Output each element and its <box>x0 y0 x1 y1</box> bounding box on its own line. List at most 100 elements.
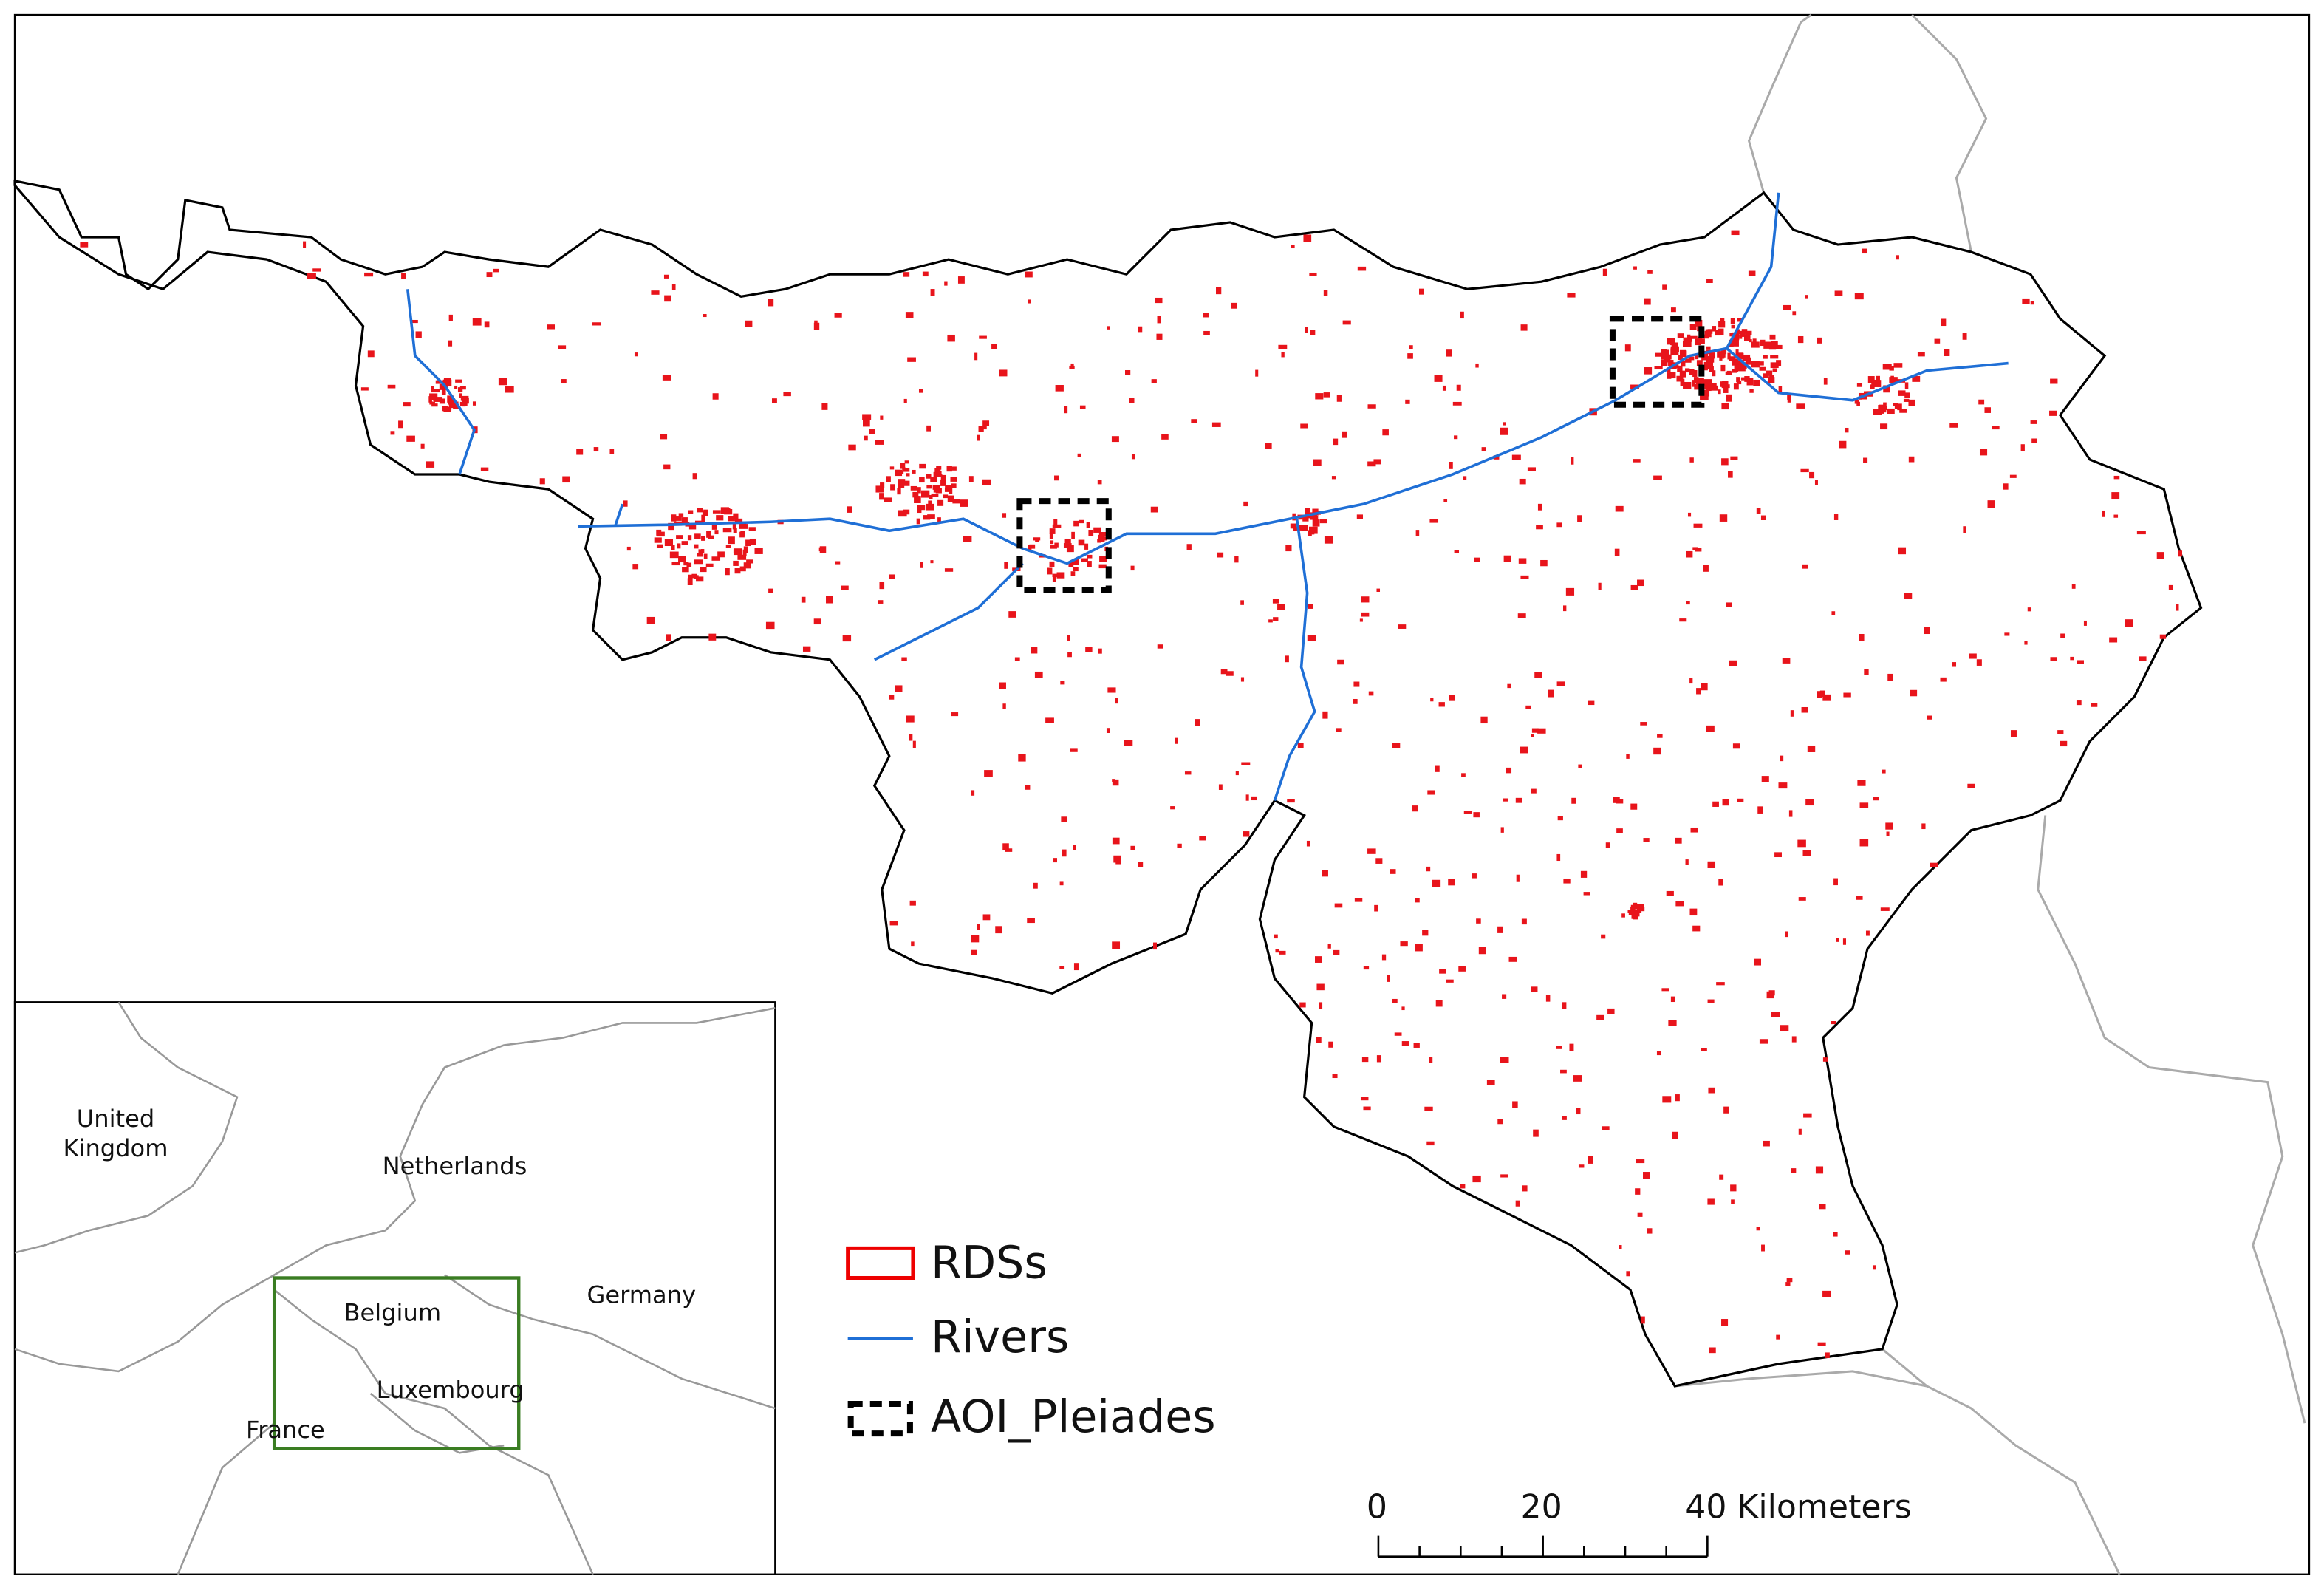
rds-site <box>1730 456 1738 460</box>
rds-site <box>1761 776 1769 782</box>
rds-site <box>907 357 916 362</box>
rds-site <box>977 434 980 441</box>
rds-site <box>1782 658 1791 664</box>
rds-site <box>1613 797 1620 803</box>
rds-site <box>1654 366 1663 370</box>
rds-site <box>702 511 706 516</box>
rds-site <box>1170 806 1175 810</box>
rds-site <box>2050 657 2057 661</box>
rds-site <box>681 541 688 545</box>
rds-site <box>932 485 940 490</box>
rds-site <box>1817 337 1822 344</box>
rds-site <box>1749 389 1754 393</box>
rds-site <box>1701 683 1708 691</box>
rds-site <box>922 271 929 277</box>
rds-site <box>920 490 930 498</box>
rds-site <box>1732 361 1738 366</box>
rds-site <box>1327 944 1331 949</box>
rds-site <box>1873 409 1882 415</box>
rivers <box>406 192 2009 802</box>
rds-site <box>1124 740 1133 746</box>
rds-site <box>1079 519 1084 524</box>
rds-site <box>1195 719 1200 726</box>
rds-site <box>1578 764 1582 768</box>
rds-site <box>879 582 885 590</box>
rds-site <box>1615 505 1624 512</box>
rds-site <box>1241 762 1251 765</box>
rds-site <box>1908 456 1915 463</box>
rds-site <box>448 400 454 409</box>
rds-site <box>1798 1128 1802 1135</box>
rds-site <box>875 440 884 445</box>
rds-site <box>1461 773 1466 777</box>
rds-site <box>936 466 942 470</box>
rds-site <box>1438 702 1445 707</box>
rds-site <box>1979 449 1988 456</box>
rds-site <box>884 497 892 502</box>
rds-site <box>937 517 941 523</box>
rds-site <box>700 567 707 573</box>
rds-site <box>1130 845 1135 850</box>
rds-site <box>1112 941 1121 949</box>
rds-site <box>1825 1352 1830 1358</box>
rds-site <box>1978 399 1985 405</box>
rds-site <box>1243 501 1248 507</box>
rds-site <box>1115 858 1121 864</box>
rds-site <box>632 564 639 570</box>
rds-site <box>1880 423 1888 430</box>
rds-site <box>1503 422 1506 426</box>
rds-site <box>1640 722 1647 726</box>
rds-site <box>1653 747 1661 755</box>
rds-site <box>1677 365 1683 372</box>
rds-site <box>1512 1101 1518 1108</box>
rds-site <box>1563 605 1567 612</box>
rds-site <box>1472 873 1477 879</box>
rds-site <box>1240 600 1244 605</box>
rds-site <box>1630 584 1638 590</box>
rds-site <box>1695 381 1701 389</box>
rds-site <box>1401 1006 1405 1011</box>
rds-site <box>1353 681 1360 687</box>
rds-site <box>1125 369 1131 375</box>
rds-site <box>1680 378 1685 386</box>
rds-site <box>1361 1057 1369 1063</box>
rds-site <box>1334 903 1343 908</box>
rds-site <box>454 406 460 409</box>
rds-site <box>952 499 960 504</box>
rds-site <box>897 488 901 495</box>
rds-site <box>1695 548 1702 552</box>
rds-site <box>1867 376 1875 383</box>
rds-site <box>1033 882 1038 889</box>
rds-site <box>1418 288 1424 295</box>
rds-site <box>1333 949 1340 955</box>
rds-site <box>1098 534 1105 542</box>
rds-site <box>1115 698 1118 704</box>
rds-site <box>1859 839 1869 847</box>
rds-site <box>303 241 307 248</box>
rds-site <box>1099 556 1107 563</box>
rds-site <box>1503 555 1511 562</box>
rds-site <box>1175 737 1178 744</box>
rds-site <box>984 770 993 777</box>
rds-site <box>1712 801 1719 807</box>
rds-site <box>1413 1043 1420 1048</box>
rds-site <box>733 513 739 519</box>
rds-site <box>505 386 514 393</box>
rds-site <box>1098 532 1108 536</box>
rds-site <box>1305 327 1308 333</box>
rds-site <box>1291 245 1295 249</box>
rds-site <box>1435 765 1440 772</box>
rds-site <box>947 334 955 342</box>
scale-label: 0 <box>1366 1490 1387 1527</box>
rds-site <box>880 482 885 488</box>
rds-site <box>1216 287 1222 295</box>
rds-site <box>1014 657 1020 661</box>
rds-site <box>1879 410 1884 414</box>
rds-site <box>1324 536 1333 544</box>
rds-site <box>1802 850 1811 856</box>
rds-site <box>1836 938 1839 942</box>
rds-site <box>1708 352 1715 359</box>
rds-site <box>1726 602 1732 607</box>
rds-site <box>1679 370 1686 378</box>
rds-site <box>664 539 674 547</box>
